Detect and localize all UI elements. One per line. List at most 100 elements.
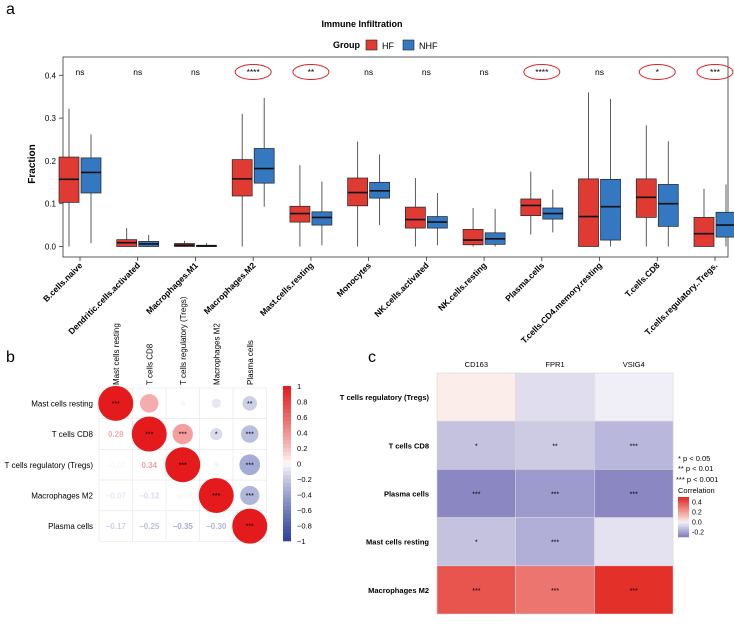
y-tick-label: 0.4: [45, 71, 57, 80]
corr-stars: *: [215, 432, 218, 439]
corr-col-label: T cells CD8: [145, 343, 154, 385]
significance-label: ****: [247, 67, 261, 77]
box-hf: [635, 178, 657, 218]
corr-colorbar-segment: [283, 428, 291, 433]
corr-colorbar-tick: −0.2: [297, 475, 312, 484]
correlogram-panel: Mast cells resting T cells CD8 T cells reg…: [5, 296, 312, 546]
corr-row-label: Macrophages M2: [31, 491, 93, 500]
corr-colorbar-segment: [283, 397, 291, 402]
corr-circle: [242, 396, 257, 411]
box-hf: [405, 206, 426, 229]
heatmap-stars: ***: [472, 492, 480, 499]
corr-colorbar-segment: [283, 490, 291, 495]
heatmap-colorbar-segment: [678, 522, 689, 524]
corr-colorbar-segment: [283, 440, 291, 445]
corr-row-label: Mast cells resting: [31, 399, 93, 408]
corr-value: −0.07: [106, 491, 127, 500]
heatmap-colorbar-segment: [678, 502, 689, 504]
corr-colorbar-segment: [283, 409, 291, 414]
heatmap-colorbar-segment: [678, 525, 689, 528]
boxplot-title: Immune Infiltration: [322, 19, 403, 29]
heatmap-colorbar-segment: [678, 498, 689, 501]
heatmap-colorbar-segment: [678, 518, 689, 521]
box-hf: [462, 229, 484, 246]
significance-label: ns: [364, 67, 373, 77]
corr-colorbar-segment: [283, 513, 291, 519]
corr-col-label: Plasma cells: [246, 340, 255, 385]
x-tick-label: Macrophages.M2: [202, 260, 258, 316]
heatmap-cell: [436, 469, 516, 518]
box-hf: [231, 159, 253, 197]
legend-swatch-nhf: [402, 39, 415, 51]
corr-colorbar-segment: [283, 475, 291, 480]
corr-stars: ***: [145, 432, 153, 439]
corr-colorbar-segment: [283, 494, 291, 499]
heatmap-colorbar-tick: 0.2: [692, 510, 702, 517]
corr-colorbar-segment: [283, 517, 291, 522]
y-axis-label: Fraction: [27, 144, 38, 183]
corr-stars: ***: [246, 462, 254, 469]
corr-circle: [240, 485, 260, 506]
heatmap-cell: [436, 372, 516, 422]
heatmap-stars: ***: [630, 492, 638, 499]
x-tick-label: Macrophages.M1: [144, 260, 200, 316]
corr-colorbar-segment: [283, 506, 291, 511]
heatmap-cell: [515, 565, 595, 615]
heatmap-colorbar-segment: [678, 515, 689, 518]
heatmap-colorbar-segment: [678, 533, 689, 536]
box-hf: [520, 198, 542, 217]
heatmap-colorbar-segment: [678, 517, 689, 519]
corr-circle: [239, 454, 261, 476]
sig-legend-1: * p < 0.05: [678, 454, 710, 463]
heatmap-colorbar-segment: [678, 512, 689, 514]
y-tick-label: 0.1: [45, 200, 57, 209]
corr-value: −0.17: [106, 522, 127, 531]
corr-colorbar-segment: [283, 444, 291, 449]
heatmap-colorbar-segment: [678, 513, 689, 516]
corr-colorbar-segment: [283, 537, 291, 542]
heatmap-stars: *: [475, 443, 478, 450]
corr-value: −0.30: [206, 522, 227, 531]
significance-label: ns: [133, 67, 142, 77]
corr-colorbar-tick: −0.4: [297, 491, 312, 500]
significance-label: ****: [535, 67, 549, 77]
x-tick-label: Monocytes: [335, 260, 374, 299]
corr-colorbar-segment: [283, 386, 291, 391]
sig-legend-2: ** p < 0.01: [678, 464, 713, 473]
heatmap-stars: *: [475, 540, 478, 547]
plot-frame: [62, 56, 729, 258]
corr-colorbar-segment: [283, 401, 291, 406]
corr-stars: ***: [246, 524, 254, 531]
corr-circle: [232, 508, 268, 544]
corr-colorbar-segment: [283, 432, 291, 437]
corr-colorbar-segment: [283, 455, 291, 460]
heatmap-stars: ***: [630, 588, 638, 595]
corr-colorbar-segment: [283, 389, 291, 395]
heatmap-colorbar-segment: [678, 530, 689, 533]
significance-label: *: [656, 67, 660, 77]
corr-row-label: Plasma cells: [48, 522, 93, 531]
corr-col-label: Macrophages M2: [212, 323, 221, 385]
corr-colorbar-segment: [283, 529, 291, 534]
heatmap-cell: [515, 372, 595, 422]
sig-legend-3: *** p < 0.001: [676, 475, 718, 484]
heatmap-panel: CD163 FPR1 VSIG4 T cells regulatory (Tregs)…: [340, 360, 718, 615]
heatmap-colorbar-segment: [678, 532, 689, 534]
heatmap-colorbar-tick: 0.0: [692, 520, 702, 527]
heatmap-cell: [515, 469, 595, 518]
heatmap-stars: ***: [630, 443, 638, 450]
heatmap-colorbar-tick: -0.2: [692, 530, 704, 537]
x-tick-label: NK.cells.resting: [436, 260, 489, 313]
y-tick-label: 0.0: [45, 243, 57, 252]
corr-colorbar-segment: [283, 502, 291, 507]
corr-circle: [211, 398, 221, 408]
heatmap-stars: ***: [551, 540, 559, 547]
heatmap-colorbar-segment: [678, 520, 689, 523]
heatmap-colorbar-segment: [678, 508, 689, 511]
heatmap-colorbar-segment: [678, 500, 689, 503]
corr-value: −0.35: [173, 522, 194, 531]
corr-colorbar-segment: [283, 420, 291, 426]
corr-row-label: T cells regulatory (Tregs): [5, 461, 94, 470]
corr-colorbar-segment: [283, 498, 291, 503]
heatmap-colorbar-segment: [678, 503, 689, 506]
